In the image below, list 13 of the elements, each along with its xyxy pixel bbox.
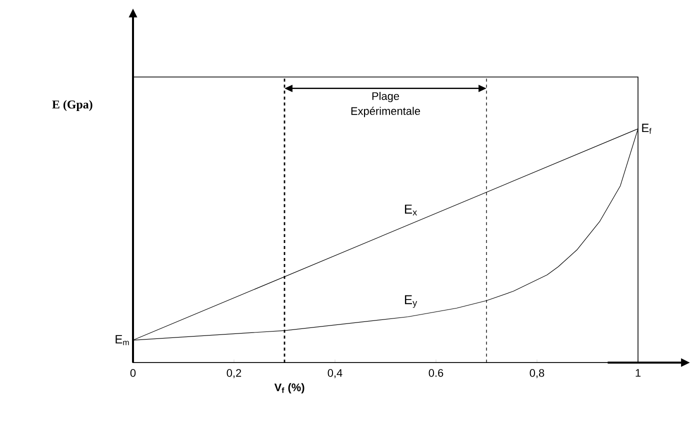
x-axis-title: V$_{f}$ (%) xyxy=(274,383,304,394)
y-axis-title: E (Gpa) xyxy=(52,100,92,111)
annotation: E$_{f}$ xyxy=(642,124,652,134)
x-tick-label: 1 xyxy=(636,369,641,377)
x-tick-label: 0,4 xyxy=(328,369,342,378)
x-tick-label: 0,8 xyxy=(530,369,544,378)
x-tick-label: 0,2 xyxy=(226,369,242,378)
series-label: E$_{y}$ xyxy=(404,295,418,308)
series-label: E$_{x}$ xyxy=(404,204,417,216)
x-tick-label: 0.6 xyxy=(428,369,444,377)
text: Plage Expérimentale xyxy=(351,92,420,118)
annotation: E$_{m}$ xyxy=(116,335,129,346)
x-tick-label: 0 xyxy=(130,369,136,377)
